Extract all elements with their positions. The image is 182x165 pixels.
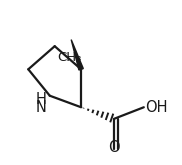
Text: OH: OH bbox=[145, 100, 168, 115]
Text: O: O bbox=[108, 140, 120, 155]
Text: N: N bbox=[36, 100, 47, 115]
Text: CH₃: CH₃ bbox=[57, 51, 82, 64]
Polygon shape bbox=[71, 40, 83, 70]
Text: H: H bbox=[36, 92, 47, 107]
